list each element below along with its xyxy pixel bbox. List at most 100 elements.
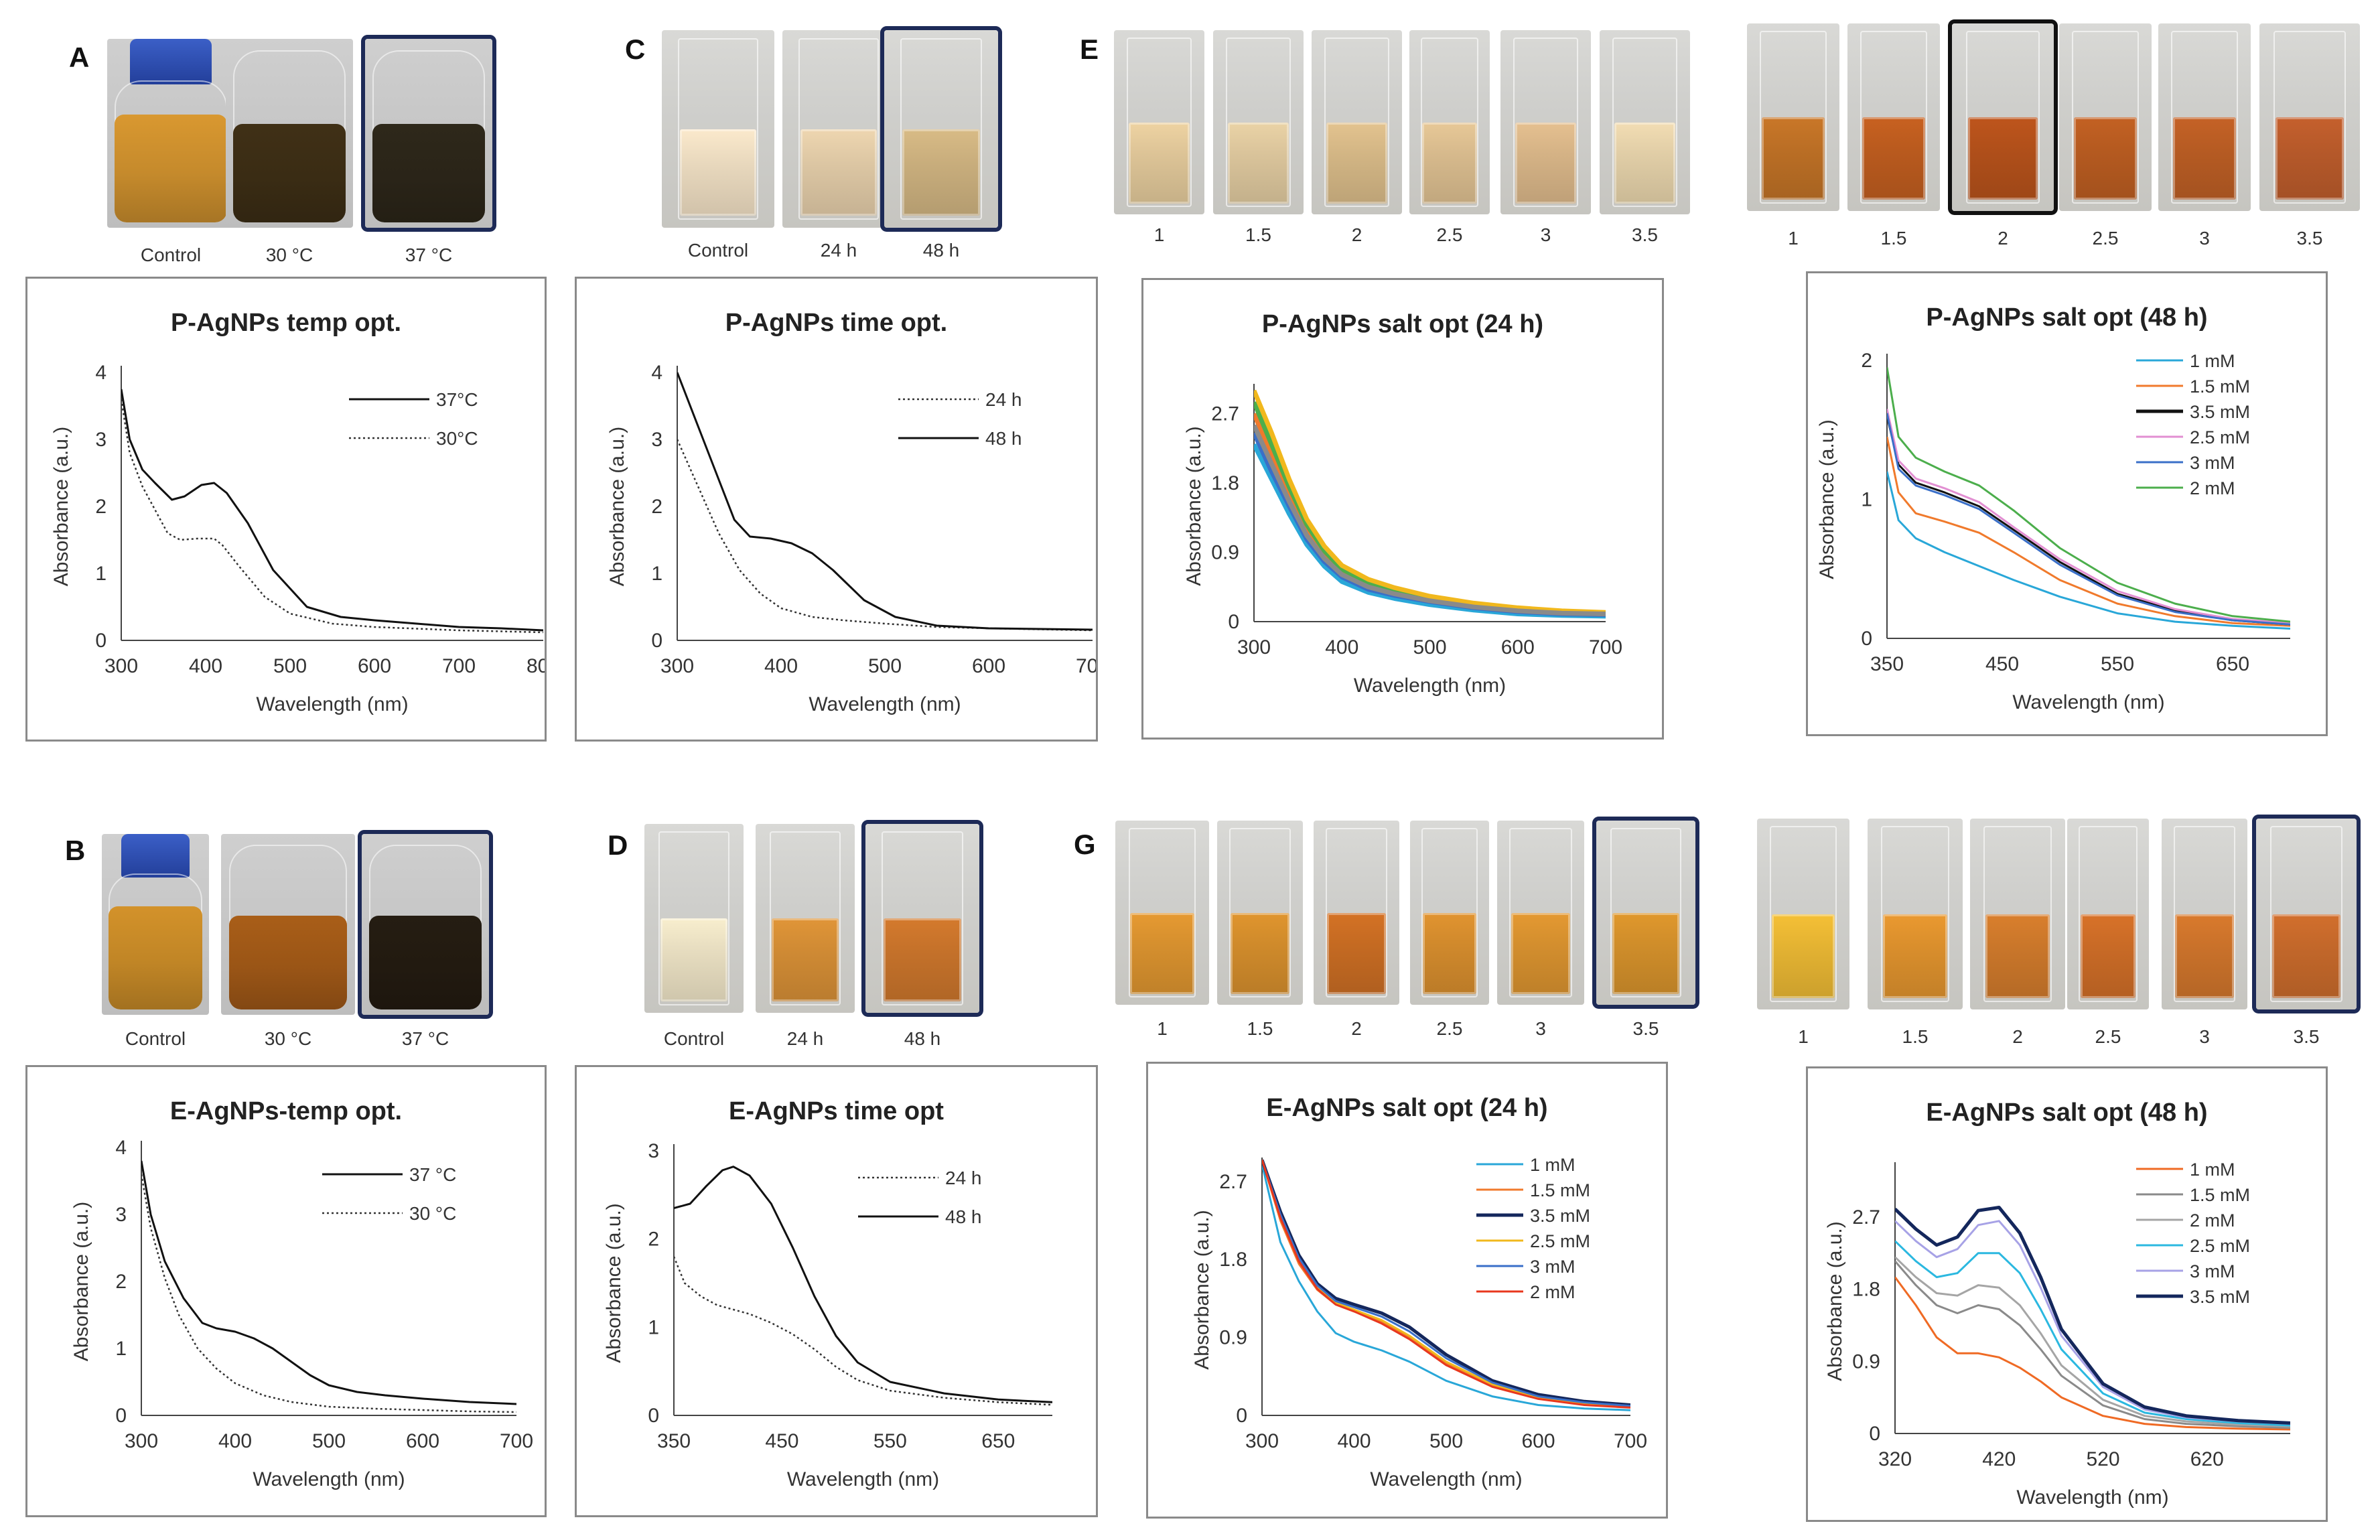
cuvette-liquid xyxy=(1612,912,1680,994)
series-line-4 xyxy=(1895,1240,2290,1427)
legend-label: 2.5 mM xyxy=(2190,1236,2250,1256)
sample-label-g-2: 1.5 xyxy=(1247,1018,1273,1039)
cuvette-glass xyxy=(677,38,759,220)
bottle-liquid xyxy=(229,915,347,1009)
sample-label-e-5: 3 xyxy=(1540,224,1551,245)
y-axis-label: Absorbance (a.u.) xyxy=(603,1203,625,1362)
x-tick-label: 700 xyxy=(1589,636,1622,658)
chart-panel-g: E-AgNPs salt opt (24 h) 300 400 500 600 700 0 0… xyxy=(1146,1062,1668,1519)
cuvette-liquid xyxy=(2272,914,2340,998)
panel-letter-d: D xyxy=(608,829,628,861)
sample-photo-h-4 xyxy=(2067,819,2149,1009)
sample-label-h-1: 1 xyxy=(1798,1026,1809,1047)
legend-label: 37°C xyxy=(436,389,478,410)
chart-title: E-AgNPs salt opt (24 h) xyxy=(1266,1094,1547,1122)
cuvette-liquid xyxy=(1762,117,1825,200)
legend-label: 1.5 mM xyxy=(2190,1185,2250,1205)
x-tick-label: 520 xyxy=(2086,1448,2119,1470)
sample-photo-e-5 xyxy=(1500,30,1591,214)
cuvette-glass xyxy=(1420,38,1479,207)
x-tick-label: 600 xyxy=(972,655,1005,677)
cuvette-glass xyxy=(2273,31,2346,204)
x-tick-label: 350 xyxy=(1870,653,1904,675)
sample-photo-f-2 xyxy=(1847,23,1940,211)
sample-label-d-1: Control xyxy=(663,1028,725,1049)
x-axis-label: Wavelength (nm) xyxy=(253,1468,405,1490)
cuvette-glass xyxy=(1610,828,1682,997)
y-tick-label: 1.8 xyxy=(1211,472,1239,494)
bottle-liquid xyxy=(108,906,203,1009)
y-tick-label: 2 xyxy=(115,1271,127,1293)
x-tick-label: 600 xyxy=(1521,1430,1555,1452)
cuvette-liquid xyxy=(1128,122,1190,204)
chart-panel-e: P-AgNPs salt opt (24 h) 300 400 500 600 700 0 0… xyxy=(1141,278,1664,740)
x-tick-label: 300 xyxy=(104,655,138,677)
y-tick-label: 2 xyxy=(651,496,662,518)
cuvette-glass xyxy=(881,831,964,1005)
sample-photo-h-3 xyxy=(1970,819,2065,1009)
y-tick-label: 4 xyxy=(115,1137,127,1159)
sample-photo-f-1 xyxy=(1747,23,1839,211)
x-tick-label: 450 xyxy=(1985,653,2019,675)
series-line-6 xyxy=(1262,1160,1630,1409)
legend-label: 2 mM xyxy=(2190,478,2235,498)
cuvette-glass xyxy=(658,831,730,1005)
cuvette-liquid xyxy=(660,918,728,1002)
cuvette-glass xyxy=(1128,828,1196,997)
cuvette-liquid xyxy=(1327,912,1386,994)
y-tick-label: 2.7 xyxy=(1852,1206,1880,1229)
chart-title: P-AgNPs temp opt. xyxy=(171,309,401,337)
chart-panel-d: E-AgNPs time opt 350 450 550 650 0 1 2 3 Waveleng… xyxy=(575,1065,1098,1517)
x-tick-label: 600 xyxy=(406,1430,439,1452)
sample-photo-h-1 xyxy=(1757,819,1849,1009)
x-tick-label: 500 xyxy=(868,655,902,677)
x-tick-label: 450 xyxy=(765,1430,798,1452)
x-axis-label: Wavelength (nm) xyxy=(787,1468,939,1490)
cuvette-liquid xyxy=(1882,914,1948,998)
sample-label-a-2: 30 °C xyxy=(265,244,313,265)
cuvette-liquid xyxy=(902,129,980,216)
cuvette-glass xyxy=(1770,826,1837,1002)
x-tick-label: 400 xyxy=(1325,636,1358,658)
cuvette-glass xyxy=(1421,828,1478,997)
sample-photo-c-1 xyxy=(662,30,774,228)
legend-label: 3 mM xyxy=(1530,1257,1576,1277)
sample-photo-a-3 xyxy=(365,39,492,228)
x-axis-label: Wavelength (nm) xyxy=(2012,691,2164,713)
y-tick-label: 1 xyxy=(648,1316,659,1338)
sample-label-f-6: 3.5 xyxy=(2296,228,2323,249)
series-line-1 xyxy=(141,1160,516,1405)
cuvette-liquid xyxy=(1422,122,1477,204)
cuvette-glass xyxy=(1126,38,1192,207)
sample-label-f-2: 1.5 xyxy=(1880,228,1907,249)
y-tick-label: 0.9 xyxy=(1852,1350,1880,1373)
legend-label: 48 h xyxy=(945,1206,982,1227)
x-axis-label: Wavelength (nm) xyxy=(2016,1486,2168,1509)
legend-label: 3.5 mM xyxy=(1530,1206,1590,1226)
legend-label: 48 h xyxy=(985,428,1022,449)
legend-label: 2.5 mM xyxy=(2190,427,2250,447)
cuvette-liquid xyxy=(1231,912,1289,994)
sample-photo-f-4 xyxy=(2059,23,2152,211)
chart-svg-b: E-AgNPs-temp opt. 300 400 500 600 700 0 1 2 3 4 Wav… xyxy=(70,1097,533,1490)
x-axis-label: Wavelength (nm) xyxy=(1370,1468,1522,1490)
chart-panel-c: P-AgNPs time opt. 300 400 500 600 700 0 1 2 3 4 Wav… xyxy=(575,277,1098,742)
series-line-1 xyxy=(121,389,543,632)
y-tick-label: 1 xyxy=(651,563,662,585)
sample-label-e-4: 2.5 xyxy=(1436,224,1463,245)
x-tick-label: 600 xyxy=(358,655,391,677)
cuvette-liquid xyxy=(1772,914,1835,998)
chart-svg-a: P-AgNPs temp opt. 300 400 500 600 700 800 0 1 2 3 4… xyxy=(50,309,545,715)
y-tick-label: 3 xyxy=(115,1204,127,1226)
sample-label-e-6: 3.5 xyxy=(1632,224,1658,245)
x-tick-label: 500 xyxy=(1413,636,1446,658)
cuvette-liquid xyxy=(2074,117,2137,200)
x-tick-label: 800 xyxy=(527,655,545,677)
sample-photo-e-2 xyxy=(1213,30,1304,214)
y-tick-label: 0 xyxy=(1236,1405,1247,1427)
y-tick-label: 0 xyxy=(1869,1423,1880,1445)
y-tick-label: 0 xyxy=(1228,611,1239,633)
sample-label-c-2: 24 h xyxy=(820,240,857,261)
panel-letter-a: A xyxy=(69,42,90,73)
bottle-liquid xyxy=(115,114,227,222)
